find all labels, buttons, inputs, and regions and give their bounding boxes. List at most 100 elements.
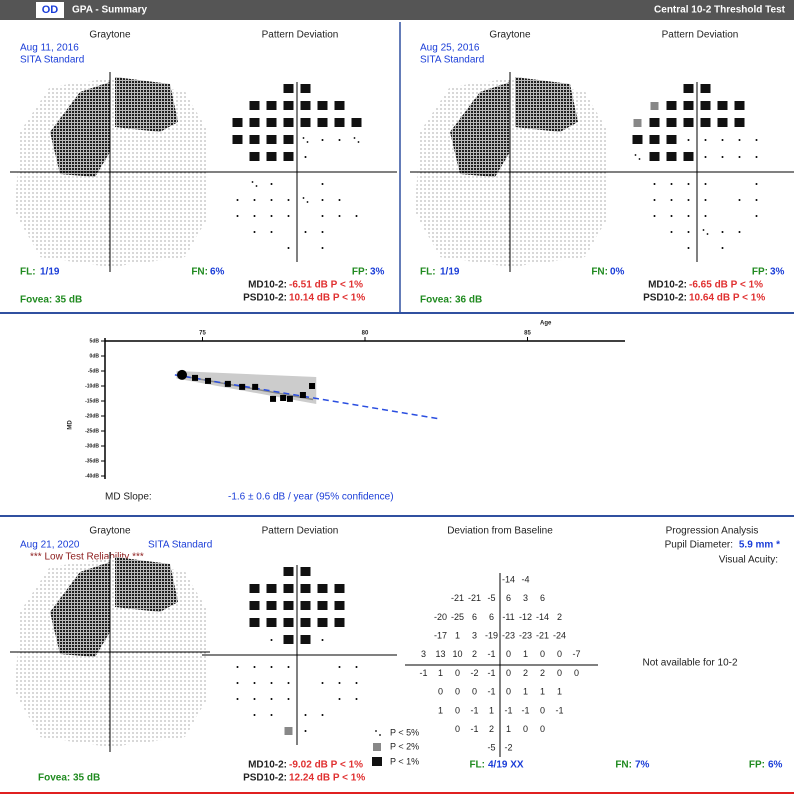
symbol <box>253 666 256 668</box>
symbol <box>755 215 758 217</box>
label: PSD10-2: <box>643 293 687 304</box>
symbol <box>338 215 341 217</box>
x-tick-label: 85 <box>524 331 531 337</box>
symbol <box>653 215 656 217</box>
label: 35 dB <box>55 295 82 306</box>
label: -9.02 dB P < 1% <box>289 760 363 771</box>
deviation-value: -14 <box>536 612 549 622</box>
symbol <box>266 152 277 161</box>
md-point <box>280 395 287 401</box>
deviation-value: 0 <box>523 724 528 734</box>
symbol <box>304 156 307 158</box>
deviation-value: 0 <box>506 668 511 678</box>
label: Pattern Deviation <box>662 30 739 41</box>
symbol <box>755 139 758 141</box>
legend-label: P < 2% <box>390 741 419 751</box>
label: -6.65 dB P < 1% <box>689 280 763 291</box>
symbol <box>283 118 294 127</box>
symbol <box>755 156 758 158</box>
symbol <box>300 567 311 576</box>
deviation-value: -17 <box>434 630 447 640</box>
symbol <box>321 183 324 185</box>
symbol <box>721 156 724 158</box>
x-tick-label: 75 <box>199 331 206 337</box>
label: 35 dB <box>73 773 100 784</box>
symbol <box>287 682 290 684</box>
deviation-value: -1 <box>470 724 478 734</box>
symbol <box>700 84 711 93</box>
symbol <box>249 584 260 593</box>
symbol <box>255 185 258 187</box>
symbol <box>300 635 311 644</box>
symbol <box>283 135 294 144</box>
axis-title: MD <box>68 420 74 430</box>
deviation-value: 2 <box>540 668 545 678</box>
deviation-value: 13 <box>435 649 445 659</box>
deviation-value: 1 <box>455 630 460 640</box>
deviation-value: -20 <box>434 612 447 622</box>
symbol <box>302 197 305 199</box>
symbol <box>706 233 709 235</box>
y-tick-label: -25dB <box>85 428 99 434</box>
deviation-value: -21 <box>451 593 464 603</box>
label: *** Low Test Reliability *** <box>30 552 144 563</box>
symbol <box>249 101 260 110</box>
symbol <box>270 639 273 641</box>
legend-symbol <box>379 734 381 736</box>
symbol <box>683 152 694 161</box>
symbol <box>738 199 741 201</box>
symbol <box>266 618 277 627</box>
report-title: GPA - Summary <box>72 5 147 16</box>
symbol <box>266 601 277 610</box>
symbol <box>321 714 324 716</box>
y-tick-label: -10dB <box>85 383 99 389</box>
symbol <box>283 618 294 627</box>
deviation-value: 0 <box>455 687 460 697</box>
deviation-value: -24 <box>553 630 566 640</box>
deviation-value: 0 <box>472 687 477 697</box>
symbol <box>338 682 341 684</box>
label: Aug 11, 2016 <box>20 43 79 54</box>
trend-line <box>174 374 441 420</box>
symbol <box>717 101 728 110</box>
symbol <box>300 601 311 610</box>
md-point <box>270 395 277 402</box>
symbol <box>270 231 273 233</box>
deviation-value: 0 <box>506 649 511 659</box>
y-tick-label: -15dB <box>85 398 99 404</box>
label: 5.9 mm * <box>739 540 780 551</box>
symbol <box>653 199 656 201</box>
symbol <box>266 135 277 144</box>
symbol <box>249 135 260 144</box>
y-tick-label: 0dB <box>90 353 100 359</box>
symbol <box>738 139 741 141</box>
label: FP: <box>749 760 765 771</box>
deviation-value: 1 <box>489 705 494 715</box>
deviation-value: 6 <box>506 593 511 603</box>
deviation-value: 1 <box>557 687 562 697</box>
label: FP: <box>752 267 768 278</box>
symbol <box>666 152 677 161</box>
deviation-value: -25 <box>451 612 464 622</box>
symbol <box>304 730 307 732</box>
label: Graytone <box>89 526 131 537</box>
deviation-value: 0 <box>455 724 460 734</box>
deviation-value: 3 <box>421 649 426 659</box>
label: 10.64 dB P < 1% <box>689 293 765 304</box>
symbol <box>649 152 660 161</box>
symbol <box>249 118 260 127</box>
symbol <box>317 118 328 127</box>
symbol <box>357 141 360 143</box>
legend-symbol <box>375 730 377 732</box>
label: Pattern Deviation <box>262 30 339 41</box>
graytone-defect <box>50 82 110 177</box>
deviation-value: 1 <box>523 649 528 659</box>
symbol <box>236 666 239 668</box>
symbol <box>270 666 273 668</box>
symbol <box>338 698 341 700</box>
label: SITA Standard <box>420 55 484 66</box>
symbol <box>287 199 290 201</box>
y-tick-label: -35dB <box>85 458 99 464</box>
label: MD10-2: <box>648 280 687 291</box>
label: Aug 21, 2020 <box>20 540 80 551</box>
